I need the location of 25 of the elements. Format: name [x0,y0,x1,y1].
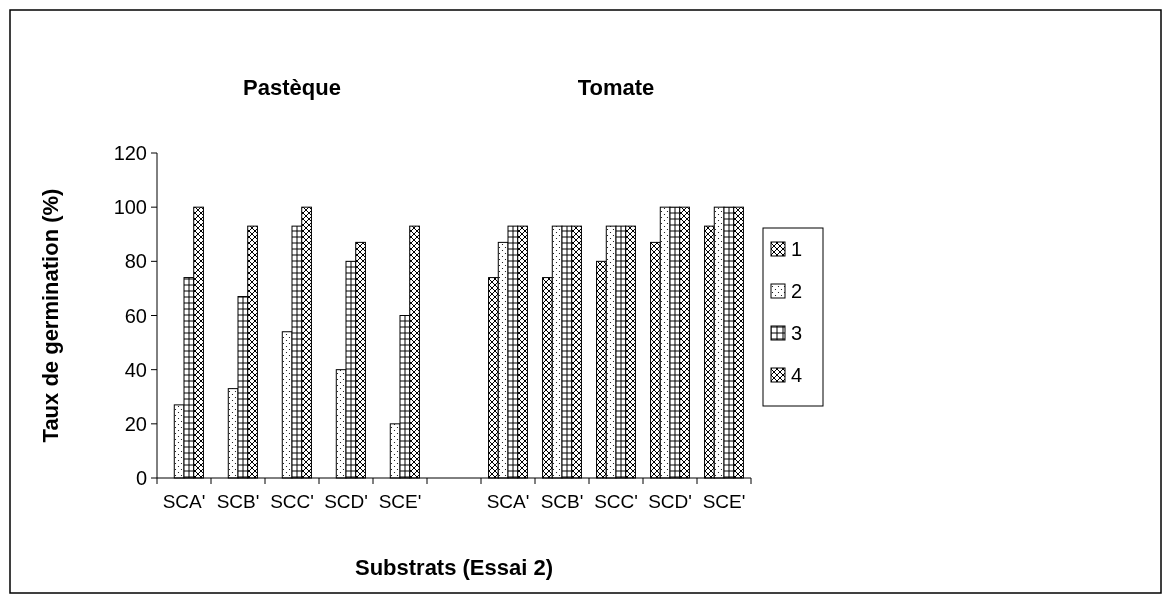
legend-label: 2 [791,280,803,302]
y-tick-label: 120 [113,142,147,164]
x-tick-label: SCA' [486,491,530,512]
y-tick-label: 80 [124,250,147,273]
y-tick-label: 20 [124,412,147,435]
x-tick-label: SCB' [540,491,584,512]
x-tick-label: SCE' [378,491,422,512]
x-tick-label: SCD' [648,491,692,512]
text: Tomate [577,75,655,100]
x-tick-label: SCA' [162,491,206,512]
y-tick-label: 40 [124,358,147,381]
y-axis-title: Taux de germination (%) [38,188,63,443]
x-tick-label: SCE' [702,491,746,512]
x-tick-label: SCC' [270,491,314,512]
y-tick-label: 60 [124,304,147,327]
x-tick-label: SCB' [216,491,260,512]
text: Pastèque [243,75,341,100]
legend-label: 3 [791,322,803,344]
x-axis-title: Substrats (Essai 2) [354,555,554,580]
x-tick-label: SCC' [594,491,638,512]
legend-label: 4 [791,364,803,386]
x-tick-label: SCD' [324,491,368,512]
legend-label: 1 [791,238,803,260]
y-tick-label: 0 [135,467,147,489]
y-tick-label: 100 [113,196,147,219]
